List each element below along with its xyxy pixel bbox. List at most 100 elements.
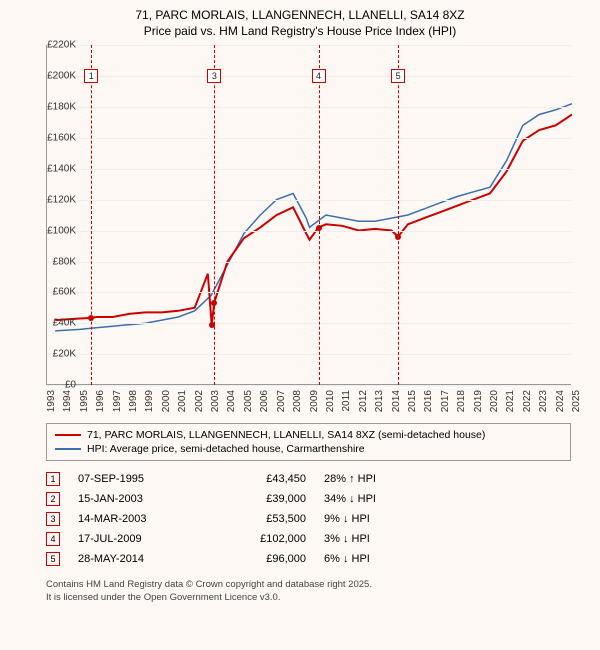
table-row: 528-MAY-2014£96,0006% ↓ HPI — [46, 549, 571, 569]
event-marker-line — [91, 45, 92, 385]
x-tick-label: 2001 — [177, 390, 188, 412]
legend-swatch-property — [55, 434, 81, 437]
event-marker-dot — [209, 322, 215, 328]
x-tick-label: 1995 — [79, 390, 90, 412]
event-marker-box: 3 — [207, 69, 221, 83]
footer: Contains HM Land Registry data © Crown c… — [46, 579, 588, 604]
y-tick-label: £20K — [36, 349, 76, 360]
x-tick-label: 2025 — [571, 390, 582, 412]
gridline — [47, 231, 572, 232]
title-line1: 71, PARC MORLAIS, LLANGENNECH, LLANELLI,… — [12, 8, 588, 24]
x-tick-label: 2024 — [555, 390, 566, 412]
row-pct: 34% ↓ HPI — [324, 493, 434, 505]
x-tick-label: 1999 — [144, 390, 155, 412]
x-tick-label: 2015 — [407, 390, 418, 412]
row-date: 17-JUL-2009 — [78, 533, 188, 545]
line-series — [47, 45, 572, 385]
row-price: £96,000 — [206, 553, 306, 565]
row-date: 28-MAY-2014 — [78, 553, 188, 565]
row-pct: 3% ↓ HPI — [324, 533, 434, 545]
x-tick-label: 1997 — [112, 390, 123, 412]
table-row: 107-SEP-1995£43,45028% ↑ HPI — [46, 469, 571, 489]
x-tick-label: 2021 — [505, 390, 516, 412]
gridline — [47, 45, 572, 46]
event-marker-box: 4 — [312, 69, 326, 83]
event-marker-line — [398, 45, 399, 385]
x-tick-label: 1993 — [46, 390, 57, 412]
x-tick-label: 2022 — [522, 390, 533, 412]
x-tick-label: 2002 — [194, 390, 205, 412]
event-marker-dot — [88, 315, 94, 321]
x-tick-label: 2013 — [374, 390, 385, 412]
x-tick-label: 2014 — [391, 390, 402, 412]
chart: 1345 £0£20K£40K£60K£80K£100K£120K£140K£1… — [46, 45, 600, 415]
event-marker-dot — [316, 225, 322, 231]
gridline — [47, 200, 572, 201]
row-date: 07-SEP-1995 — [78, 473, 188, 485]
row-price: £102,000 — [206, 533, 306, 545]
x-tick-label: 2018 — [456, 390, 467, 412]
x-tick-label: 2003 — [210, 390, 221, 412]
event-marker-dot — [395, 234, 401, 240]
y-tick-label: £140K — [36, 163, 76, 174]
x-tick-label: 2009 — [309, 390, 320, 412]
event-marker-box: 5 — [391, 69, 405, 83]
x-tick-label: 2016 — [423, 390, 434, 412]
event-marker-line — [319, 45, 320, 385]
row-marker: 5 — [46, 552, 60, 566]
y-tick-label: £40K — [36, 318, 76, 329]
table-row: 3 14-MAR-2003 £53,500 9% ↓ HPI — [46, 509, 571, 529]
y-tick-label: £120K — [36, 194, 76, 205]
row-marker: 3 — [46, 512, 60, 526]
y-tick-label: £100K — [36, 225, 76, 236]
row-pct: 28% ↑ HPI — [324, 473, 434, 485]
row-marker: 1 — [46, 472, 60, 486]
y-tick-label: £200K — [36, 71, 76, 82]
table-row: 4 17-JUL-2009 £102,000 3% ↓ HPI — [46, 529, 571, 549]
plot-region: 1 3 4 5 — [46, 45, 571, 385]
x-tick-label: 2006 — [259, 390, 270, 412]
legend-label-property: 71, PARC MORLAIS, LLANGENNECH, LLANELLI,… — [87, 429, 485, 441]
gridline — [47, 76, 572, 77]
x-tick-label: 2017 — [440, 390, 451, 412]
gridline — [47, 354, 572, 355]
x-tick-label: 1996 — [95, 390, 106, 412]
row-date: 15-JAN-2003 — [78, 493, 188, 505]
gridline — [47, 138, 572, 139]
legend-item-property: 71, PARC MORLAIS, LLANGENNECH, LLANELLI,… — [55, 428, 562, 442]
gridline — [47, 169, 572, 170]
footer-line2: It is licensed under the Open Government… — [46, 592, 588, 604]
row-pct: 9% ↓ HPI — [324, 513, 434, 525]
x-tick-label: 2008 — [292, 390, 303, 412]
y-tick-label: £60K — [36, 287, 76, 298]
row-marker: 4 — [46, 532, 60, 546]
x-tick-label: 2020 — [489, 390, 500, 412]
x-tick-label: 1998 — [128, 390, 139, 412]
event-marker-box: 1 — [84, 69, 98, 83]
gridline — [47, 323, 572, 324]
x-tick-label: 2019 — [473, 390, 484, 412]
legend-label-hpi: HPI: Average price, semi-detached house,… — [87, 443, 365, 455]
row-marker: 2 — [46, 492, 60, 506]
event-marker-dot — [211, 300, 217, 306]
row-date: 14-MAR-2003 — [78, 513, 188, 525]
y-tick-label: £80K — [36, 256, 76, 267]
x-tick-label: 2011 — [341, 390, 352, 412]
x-tick-label: 2010 — [325, 390, 336, 412]
x-tick-label: 2023 — [538, 390, 549, 412]
y-tick-label: £180K — [36, 102, 76, 113]
x-tick-label: 1994 — [62, 390, 73, 412]
table-row: 215-JAN-2003£39,00034% ↓ HPI — [46, 489, 571, 509]
legend-item-hpi: HPI: Average price, semi-detached house,… — [55, 442, 562, 456]
x-tick-label: 2012 — [358, 390, 369, 412]
row-price: £53,500 — [206, 513, 306, 525]
gridline — [47, 262, 572, 263]
gridline — [47, 107, 572, 108]
legend: 71, PARC MORLAIS, LLANGENNECH, LLANELLI,… — [46, 423, 571, 461]
event-marker-line — [214, 45, 215, 385]
gridline — [47, 292, 572, 293]
legend-swatch-hpi — [55, 448, 81, 450]
x-tick-label: 2000 — [161, 390, 172, 412]
x-tick-label: 2007 — [276, 390, 287, 412]
y-tick-label: £220K — [36, 40, 76, 51]
